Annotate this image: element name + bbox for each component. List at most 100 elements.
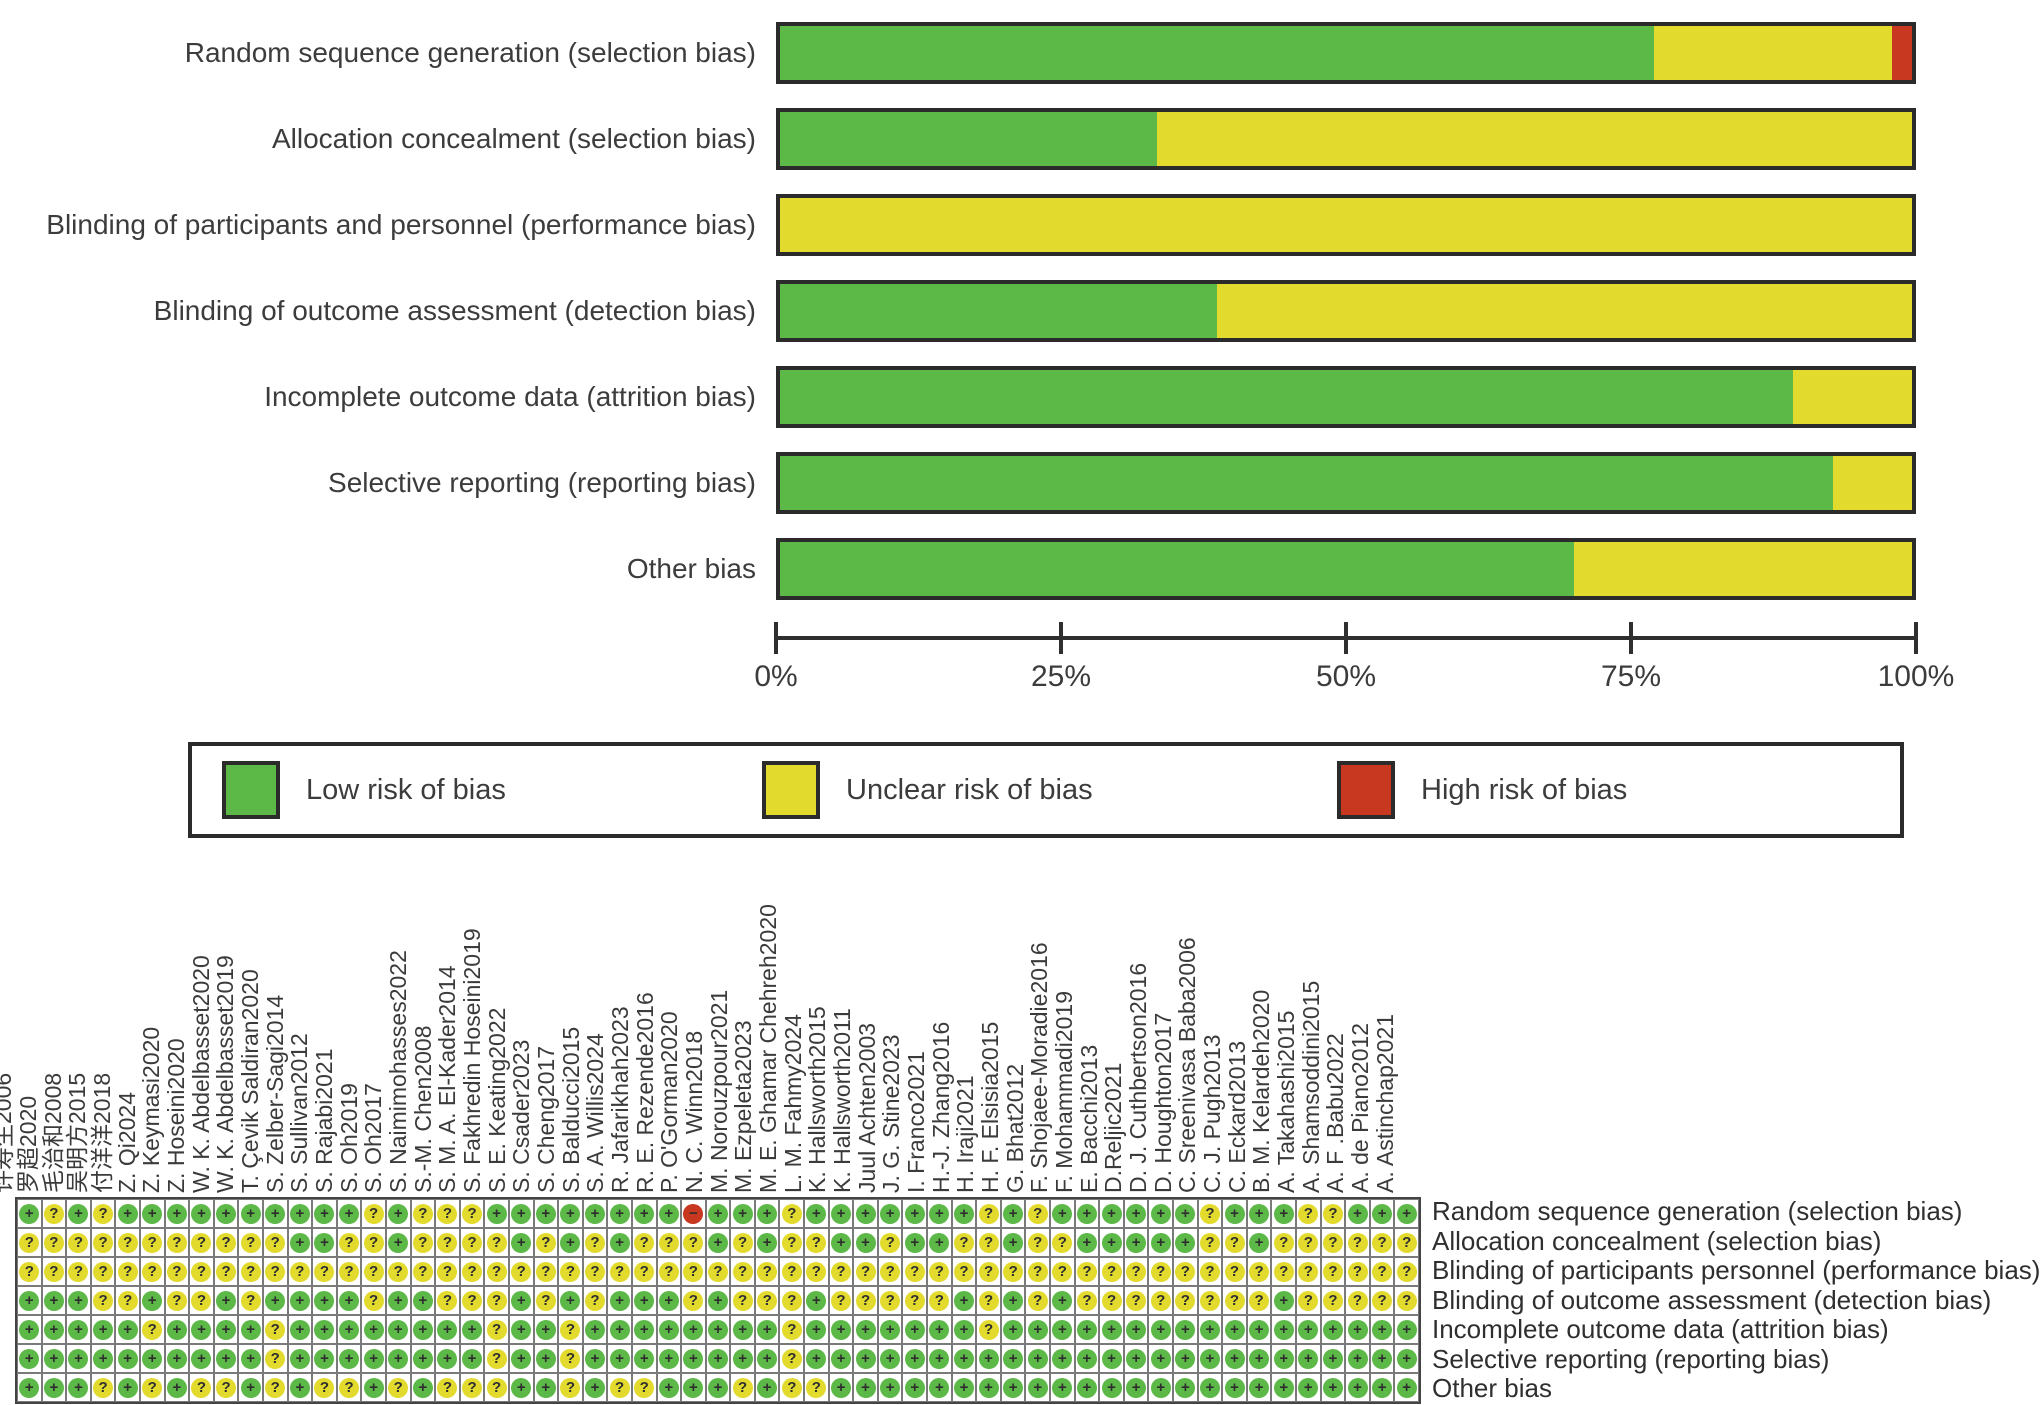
judgement-cell: ? xyxy=(1173,1286,1198,1315)
low-risk-dot: + xyxy=(929,1319,950,1340)
judgement-cell: ? xyxy=(1369,1228,1395,1257)
judgement-cell: ? xyxy=(558,1344,583,1373)
judgement-cell: ? xyxy=(508,1257,534,1286)
judgement-cell: + xyxy=(17,1315,42,1344)
judgement-cell: + xyxy=(238,1199,263,1228)
low-risk-dot: + xyxy=(511,1319,532,1340)
judgement-cell: ? xyxy=(361,1286,386,1315)
low-risk-dot: + xyxy=(1101,1377,1122,1398)
study-name: A. Astinchap2021 xyxy=(1371,1013,1398,1193)
study-name: G. Bhat2012 xyxy=(1001,1063,1028,1193)
unclear-risk-dot: ? xyxy=(68,1232,89,1253)
low-risk-dot: + xyxy=(314,1203,335,1224)
low-risk-dot: + xyxy=(462,1319,483,1340)
study-name: M. Norouzpour2021 xyxy=(705,989,732,1193)
judgement-cell: + xyxy=(730,1344,755,1373)
judgement-cell: + xyxy=(1050,1373,1075,1402)
low-risk-dot: + xyxy=(609,1319,630,1340)
judgement-cell: ? xyxy=(1050,1257,1075,1286)
low-risk-dot: + xyxy=(1175,1203,1196,1224)
judgement-cell: ? xyxy=(804,1228,829,1257)
judgement-cell: ? xyxy=(66,1257,91,1286)
judgement-cell: + xyxy=(1025,1373,1051,1402)
judgement-cell: + xyxy=(90,1344,116,1373)
judgement-cell: + xyxy=(853,1373,878,1402)
low-risk-dot: + xyxy=(68,1290,89,1311)
low-risk-dot: + xyxy=(855,1377,876,1398)
unclear-risk-dot: ? xyxy=(880,1261,901,1282)
judgement-cell: + xyxy=(66,1315,91,1344)
unclear-risk-dot: ? xyxy=(462,1232,483,1253)
bar-segment-low xyxy=(780,542,1575,596)
legend-item-low: Low risk of bias xyxy=(222,746,506,834)
unclear-risk-dot: ? xyxy=(117,1261,138,1282)
high-risk-swatch xyxy=(1337,761,1395,819)
judgement-cell: + xyxy=(361,1373,386,1402)
study-name: F. Mohammadi2019 xyxy=(1051,991,1077,1193)
judgement-cell: + xyxy=(1320,1373,1346,1402)
low-risk-dot: + xyxy=(43,1319,64,1340)
unclear-risk-dot: ? xyxy=(462,1261,483,1282)
judgement-cell: ? xyxy=(1246,1257,1272,1286)
bar-row: Selective reporting (reporting bias) xyxy=(0,452,2044,514)
judgement-cell: ? xyxy=(90,1228,116,1257)
judgement-cell: ? xyxy=(730,1286,755,1315)
low-risk-dot: + xyxy=(289,1203,310,1224)
low-risk-dot: + xyxy=(511,1232,532,1253)
judgement-cell: ? xyxy=(902,1257,928,1286)
judgement-cell: + xyxy=(189,1344,214,1373)
unclear-risk-dot: ? xyxy=(1372,1232,1393,1253)
study-name: A. F .Babu2022 xyxy=(1322,1033,1349,1193)
bar-segment-low xyxy=(780,284,1217,338)
low-risk-dot: + xyxy=(1003,1348,1024,1369)
judgement-cell: + xyxy=(1369,1373,1395,1402)
study-name: S. M. A. El-Kader2014 xyxy=(434,965,461,1193)
bar-row: Allocation concealment (selection bias) xyxy=(0,108,2044,170)
low-risk-dot: + xyxy=(757,1377,778,1398)
judgement-cell: ? xyxy=(90,1286,116,1315)
judgement-cell: + xyxy=(1296,1344,1321,1373)
judgement-cell: + xyxy=(312,1228,337,1257)
unclear-risk-dot: ? xyxy=(1249,1290,1270,1311)
low-risk-dot: + xyxy=(560,1203,581,1224)
low-risk-dot: + xyxy=(240,1377,261,1398)
unclear-risk-dot: ? xyxy=(486,1377,507,1398)
unclear-risk-dot: ? xyxy=(1199,1290,1220,1311)
judgement-cell: + xyxy=(385,1315,411,1344)
unclear-risk-dot: ? xyxy=(43,1261,64,1282)
unclear-risk-dot: ? xyxy=(585,1232,606,1253)
judgement-cell: ? xyxy=(730,1228,755,1257)
judgement-cell: ? xyxy=(1050,1228,1075,1257)
low-risk-dot: + xyxy=(855,1203,876,1224)
judgement-cell: ? xyxy=(262,1257,288,1286)
x-axis-tick-label: 25% xyxy=(1030,660,1092,693)
low-risk-dot: + xyxy=(585,1377,606,1398)
low-risk-dot: + xyxy=(1052,1290,1073,1311)
unclear-risk-dot: ? xyxy=(781,1377,802,1398)
low-risk-dot: + xyxy=(609,1203,630,1224)
low-risk-dot: + xyxy=(609,1290,630,1311)
unclear-risk-dot: ? xyxy=(1396,1261,1417,1282)
judgement-cell: ? xyxy=(779,1315,805,1344)
low-risk-dot: + xyxy=(929,1203,950,1224)
judgement-cell: + xyxy=(1197,1344,1223,1373)
judgement-cell: + xyxy=(902,1315,928,1344)
unclear-risk-dot: ? xyxy=(216,1261,237,1282)
low-risk-dot: + xyxy=(634,1203,655,1224)
judgement-cell: ? xyxy=(312,1373,337,1402)
low-risk-dot: + xyxy=(1126,1319,1147,1340)
judgement-cell: + xyxy=(705,1228,731,1257)
unclear-risk-dot: ? xyxy=(929,1290,950,1311)
study-name: C. J. Pugh2013 xyxy=(1199,1034,1225,1193)
judgement-cell: + xyxy=(385,1199,411,1228)
judgement-cell: ? xyxy=(164,1286,190,1315)
unclear-risk-dot: ? xyxy=(1298,1290,1319,1311)
judgement-cell: ? xyxy=(681,1257,706,1286)
low-risk-dot: + xyxy=(707,1319,728,1340)
low-risk-dot: + xyxy=(1224,1203,1245,1224)
judgement-cell: + xyxy=(1394,1373,1419,1402)
judgement-cell: + xyxy=(558,1228,583,1257)
judgement-cell: + xyxy=(1050,1315,1075,1344)
low-risk-dot: + xyxy=(1273,1319,1294,1340)
judgement-cell: ? xyxy=(459,1373,485,1402)
